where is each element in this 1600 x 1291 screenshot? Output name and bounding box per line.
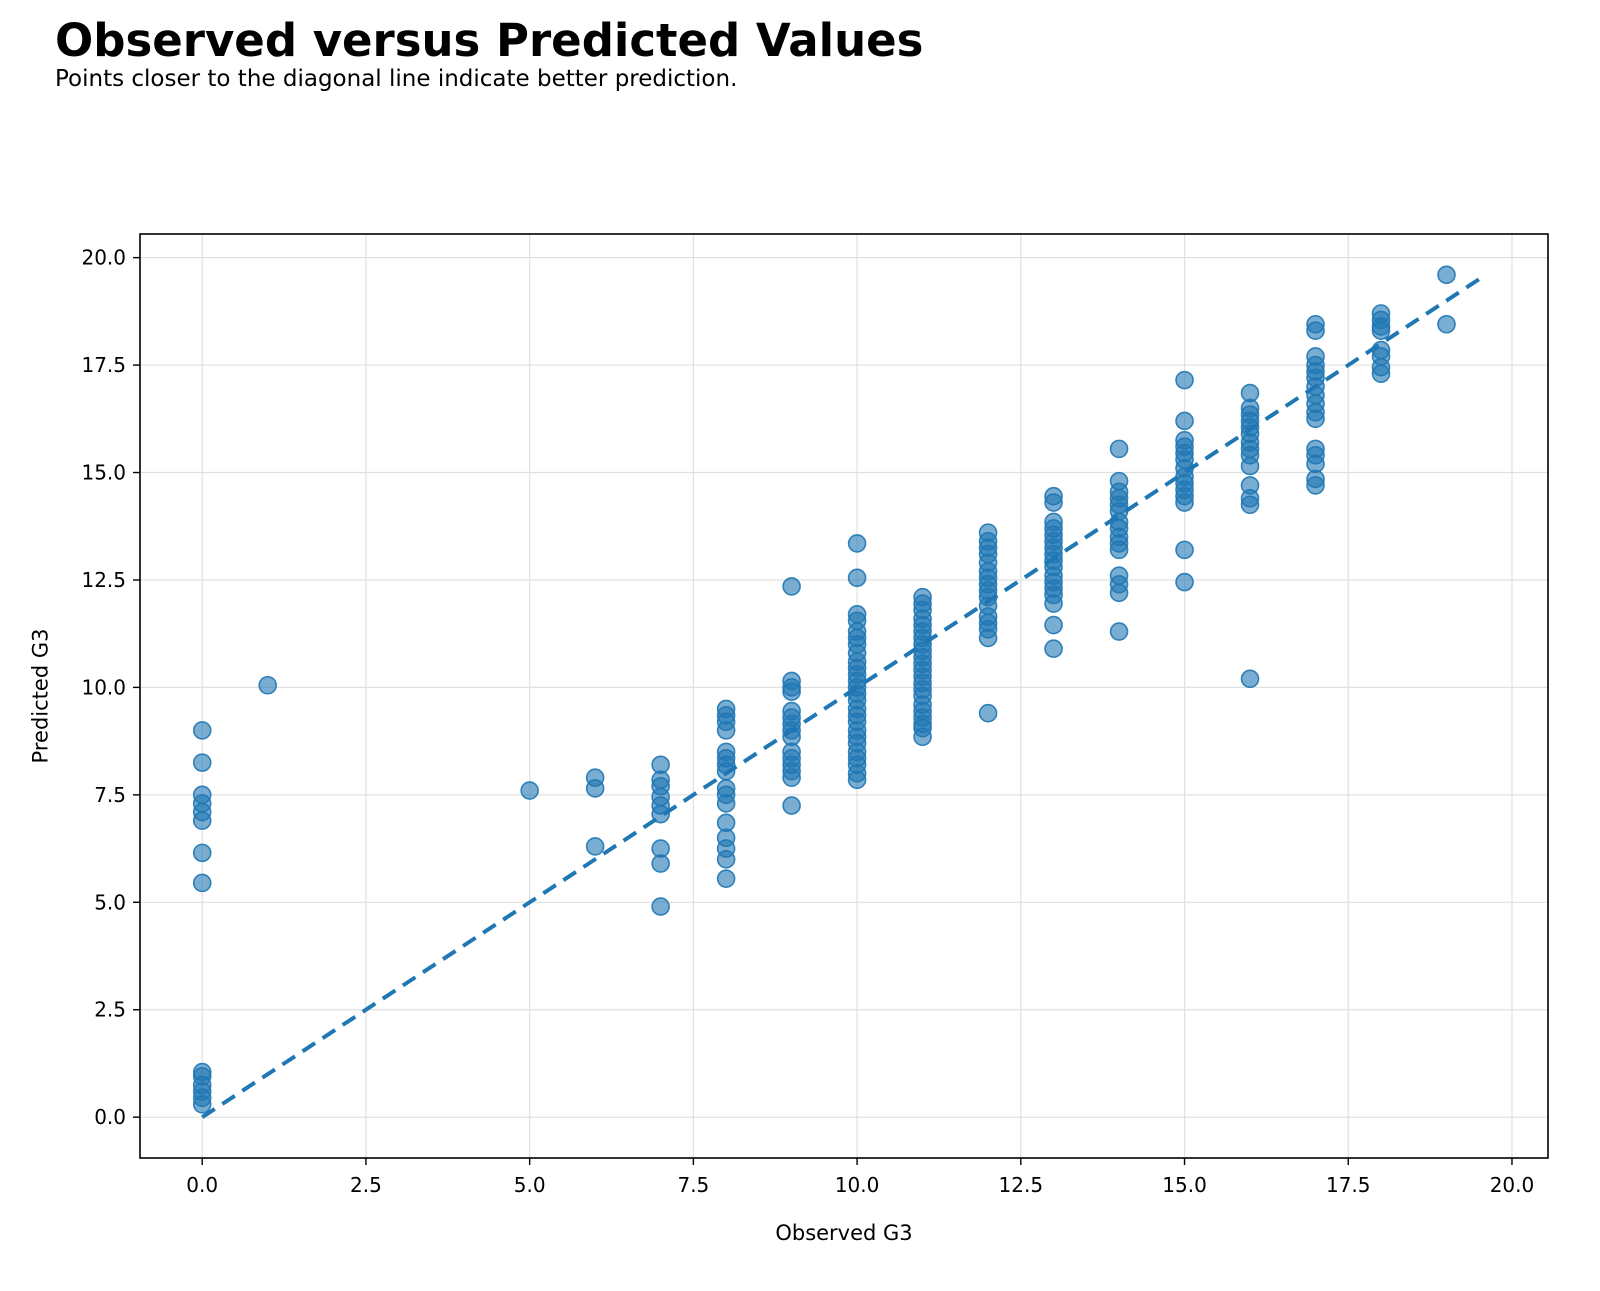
scatter-point bbox=[978, 628, 998, 648]
scatter-point bbox=[716, 869, 736, 888]
x-axis-ticks: 0.0 2.5 5.0 7.5 10.0 12.5 15.0 17.5 20.0 bbox=[186, 1158, 1534, 1197]
scatter-point bbox=[782, 768, 801, 787]
x-tick-label: 20.0 bbox=[1490, 1173, 1535, 1197]
scatter-point bbox=[651, 854, 670, 873]
scatter-point bbox=[1044, 493, 1063, 512]
scatter-point bbox=[585, 837, 605, 856]
scatter-point bbox=[847, 534, 867, 553]
scatter-point bbox=[651, 897, 670, 916]
scatter-point bbox=[1240, 669, 1260, 689]
scatter-point bbox=[1044, 594, 1063, 613]
scatter-point bbox=[1306, 409, 1325, 429]
scatter-point bbox=[1371, 364, 1391, 383]
scatter-point bbox=[192, 1094, 212, 1114]
x-tick-label: 5.0 bbox=[514, 1173, 546, 1197]
scatter-point bbox=[1240, 495, 1260, 515]
scatter-point bbox=[1306, 476, 1325, 495]
data-points bbox=[192, 265, 1456, 1114]
x-axis-label: Observed G3 bbox=[775, 1221, 912, 1245]
scatter-point bbox=[1175, 493, 1194, 512]
x-tick-label: 2.5 bbox=[350, 1173, 382, 1197]
scatter-point bbox=[716, 721, 736, 740]
diagonal-layer bbox=[201, 273, 1487, 1119]
y-axis-ticks: 0.0 2.5 5.0 7.5 10.0 12.5 15.0 17.5 20.0 bbox=[81, 246, 140, 1129]
scatter-point bbox=[585, 779, 605, 798]
scatter-point bbox=[192, 873, 212, 893]
x-tick-label: 7.5 bbox=[677, 1173, 709, 1197]
scatter-point bbox=[192, 811, 212, 830]
scatter-point bbox=[520, 781, 539, 800]
scatter-point bbox=[782, 796, 801, 815]
diagonal-reference-line bbox=[201, 273, 1487, 1119]
y-tick-label: 10.0 bbox=[81, 675, 126, 699]
scatter-point bbox=[1109, 622, 1129, 641]
y-tick-label: 7.5 bbox=[94, 783, 126, 807]
scatter-point bbox=[192, 843, 212, 863]
x-tick-label: 17.5 bbox=[1326, 1173, 1371, 1197]
y-tick-label: 2.5 bbox=[94, 998, 126, 1022]
x-tick-label: 15.0 bbox=[1162, 1173, 1207, 1197]
scatter-point bbox=[716, 761, 736, 781]
scatter-point bbox=[1371, 321, 1391, 340]
y-tick-label: 17.5 bbox=[81, 353, 126, 377]
scatter-point bbox=[192, 721, 212, 740]
scatter-point bbox=[716, 850, 736, 869]
scatter-point bbox=[1437, 265, 1456, 285]
scatter-point bbox=[1240, 456, 1260, 476]
x-tick-label: 12.5 bbox=[999, 1173, 1044, 1197]
y-tick-label: 15.0 bbox=[81, 461, 126, 485]
y-tick-label: 20.0 bbox=[81, 246, 126, 270]
scatter-point bbox=[913, 727, 932, 747]
scatter-point bbox=[1109, 583, 1129, 603]
plot-frame bbox=[139, 233, 1549, 1159]
scatter-point bbox=[1109, 439, 1129, 459]
scatter-point bbox=[1437, 314, 1456, 334]
scatter-point bbox=[1109, 540, 1129, 560]
scatter-point bbox=[782, 682, 801, 702]
scatter-point bbox=[1306, 321, 1325, 340]
x-tick-label: 0.0 bbox=[186, 1173, 218, 1197]
scatter-point bbox=[978, 703, 998, 723]
x-tick-label: 10.0 bbox=[835, 1173, 880, 1197]
scatter-point bbox=[1175, 572, 1194, 592]
scatter-point bbox=[847, 568, 867, 588]
scatter-point bbox=[847, 770, 867, 790]
y-axis-label: Predicted G3 bbox=[28, 629, 52, 764]
scatter-point bbox=[716, 794, 736, 813]
scatter-point bbox=[782, 577, 801, 596]
scatter-point bbox=[1044, 639, 1063, 659]
y-tick-label: 0.0 bbox=[94, 1105, 126, 1129]
chart-title: Observed versus Predicted Values bbox=[55, 14, 924, 67]
y-tick-label: 5.0 bbox=[94, 890, 126, 914]
scatter-point bbox=[1175, 411, 1194, 431]
scatter-point bbox=[258, 675, 278, 695]
scatter-point bbox=[651, 804, 670, 824]
y-tick-label: 12.5 bbox=[81, 568, 126, 592]
scatter-point bbox=[1175, 370, 1194, 390]
scatter-point bbox=[192, 753, 212, 772]
scatter-point bbox=[1044, 615, 1063, 635]
chart-subtitle: Points closer to the diagonal line indic… bbox=[55, 66, 738, 92]
scatter-point bbox=[1175, 540, 1194, 560]
